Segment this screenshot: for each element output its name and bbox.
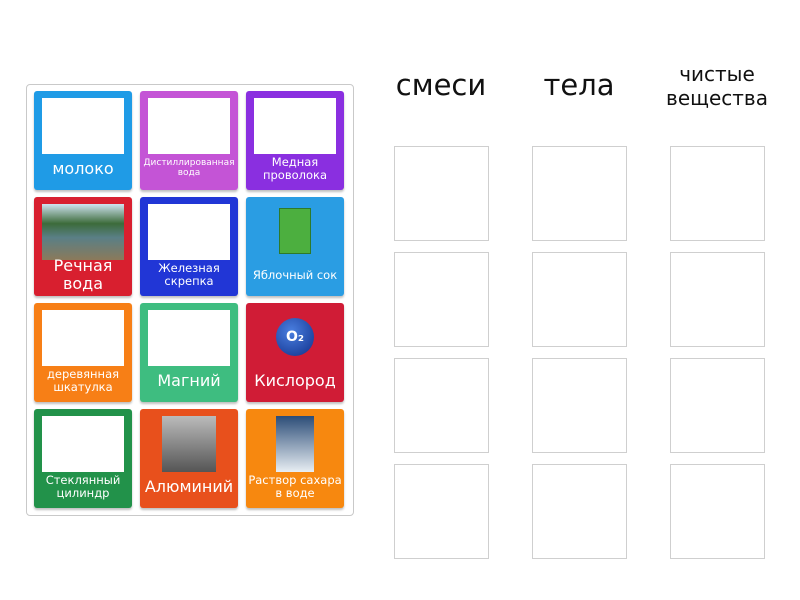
copper-wire-image (254, 98, 336, 154)
card-paperclip[interactable]: Железная скрепка (140, 197, 238, 296)
drop-zone[interactable] (532, 252, 627, 347)
card-river[interactable]: Речная вода (34, 197, 132, 296)
paperclip-image (148, 204, 230, 260)
column-header: тела (543, 68, 615, 102)
aluminum-image (162, 416, 216, 472)
glass-cylinder-image (42, 416, 124, 472)
card-label: Раствор сахара в воде (248, 473, 342, 500)
drop-zone[interactable] (394, 252, 489, 347)
water-bottle-image (148, 98, 230, 154)
drop-zone[interactable] (670, 252, 765, 347)
card-label: Стеклянный цилиндр (45, 473, 121, 500)
card-copper-wire[interactable]: Медная проволока (246, 91, 344, 190)
card-aluminum[interactable]: Алюминий (140, 409, 238, 508)
card-label: Яблочный сок (252, 267, 338, 282)
drop-zone[interactable] (670, 358, 765, 453)
drop-zone[interactable] (394, 464, 489, 559)
card-label: Медная проволока (262, 155, 328, 182)
drop-zone[interactable] (394, 146, 489, 241)
card-label: Кислород (254, 371, 336, 391)
card-water-bottle[interactable]: Дистиллированная вода (140, 91, 238, 190)
river-image (42, 204, 124, 260)
oxygen-image: O₂ (254, 310, 336, 366)
drop-zone[interactable] (532, 358, 627, 453)
magnesium-image (148, 310, 230, 366)
drop-zone[interactable] (670, 464, 765, 559)
milk-image (42, 98, 124, 154)
sugar-solution-image (276, 416, 314, 472)
card-magnesium[interactable]: Магний (140, 303, 238, 402)
card-label: Дистиллированная вода (143, 158, 235, 178)
card-label: деревянная шкатулка (46, 367, 120, 394)
drop-zone[interactable] (532, 146, 627, 241)
card-label: Железная скрепка (158, 261, 220, 288)
column-header: чистые вещества (666, 62, 768, 110)
drop-zone[interactable] (670, 146, 765, 241)
drop-zone[interactable] (532, 464, 627, 559)
card-label: молоко (52, 159, 114, 179)
drop-zone[interactable] (394, 358, 489, 453)
card-wooden-box[interactable]: деревянная шкатулка (34, 303, 132, 402)
card-sugar-solution[interactable]: Раствор сахара в воде (246, 409, 344, 508)
card-label: Алюминий (144, 477, 234, 497)
card-label: Магний (157, 371, 221, 391)
column-header: смеси (395, 68, 487, 102)
card-glass-cylinder[interactable]: Стеклянный цилиндр (34, 409, 132, 508)
juice-box-image (254, 204, 336, 260)
card-oxygen[interactable]: O₂ Кислород (246, 303, 344, 402)
card-label: Речная вода (53, 256, 113, 293)
wooden-box-image (42, 310, 124, 366)
card-milk[interactable]: молоко (34, 91, 132, 190)
card-juice-box[interactable]: Яблочный сок (246, 197, 344, 296)
